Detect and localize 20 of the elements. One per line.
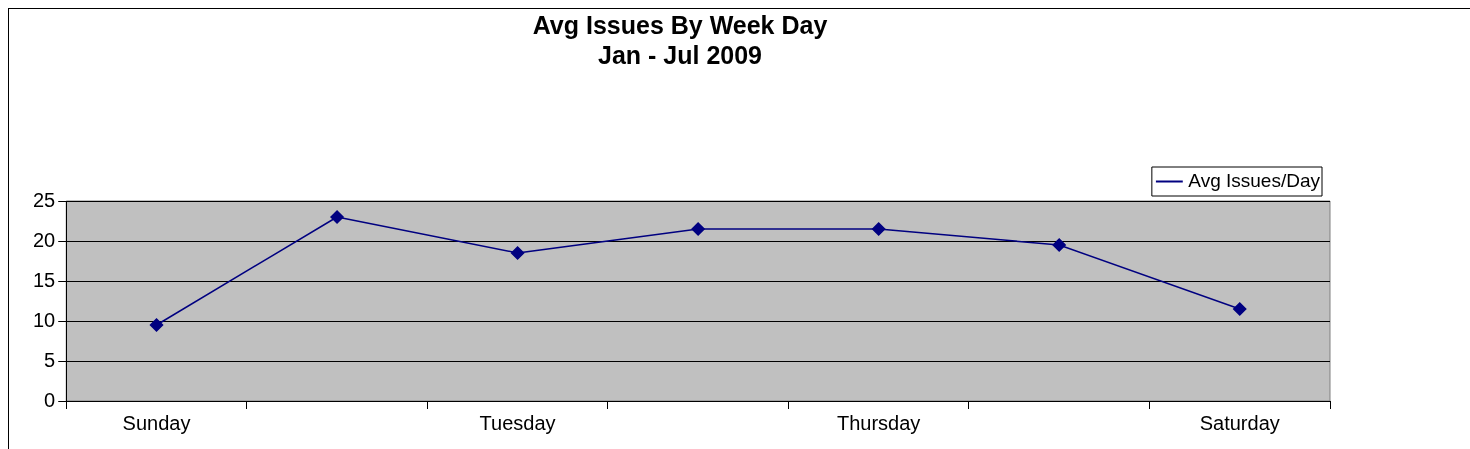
point xyxy=(871,222,886,236)
chart-title: Avg Issues By Week Day xyxy=(532,10,828,39)
y-tick-label: 0 xyxy=(44,388,56,411)
y-tick-label: 5 xyxy=(44,348,56,371)
chart-subtitle: Jan - Jul 2009 xyxy=(598,40,762,69)
y-tick-label: 10 xyxy=(33,308,56,331)
point xyxy=(330,210,344,224)
y-tick-label: 20 xyxy=(33,228,56,251)
point xyxy=(1232,302,1247,316)
legend-label: Avg Issues/Day xyxy=(1188,169,1321,191)
x-tick-label: Sunday xyxy=(122,411,191,434)
x-tick-label: Saturday xyxy=(1199,411,1280,434)
y-tick-label: 15 xyxy=(33,268,56,291)
y-tick-label: 25 xyxy=(33,188,56,211)
point xyxy=(1052,238,1066,252)
point xyxy=(691,222,705,236)
x-tick-label: Tuesday xyxy=(479,411,556,434)
point xyxy=(510,246,525,260)
point xyxy=(149,318,164,332)
x-tick-label: Thursday xyxy=(836,411,921,434)
